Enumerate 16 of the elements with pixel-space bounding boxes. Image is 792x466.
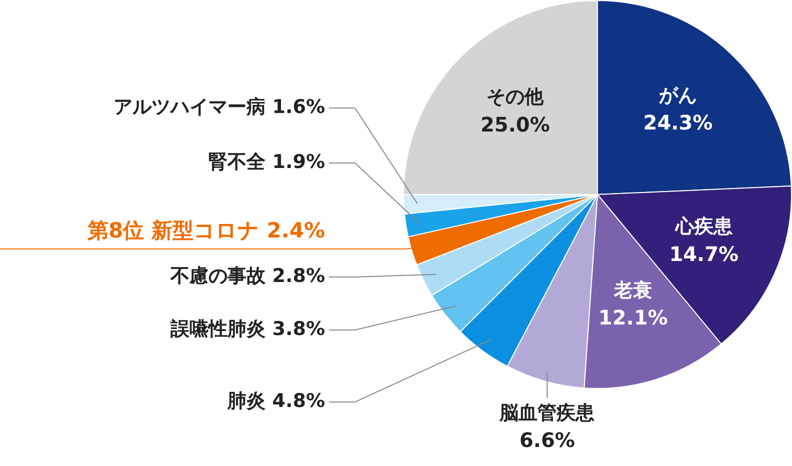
slice-label: 肺炎 4.8% [226,390,325,412]
data-label: 24.3% [643,110,713,135]
slice-label: 第8位 新型コロナ 2.4% [86,218,325,242]
slice-label: 心疾患 [674,216,734,238]
data-label: 6.6% [519,428,575,452]
slice-label: その他 [486,86,545,108]
slice-label: アルツハイマー病 1.6% [114,96,325,118]
slice-label: 老衰 [613,279,652,302]
data-label: 12.1% [598,306,668,330]
slice-label: 脳血管疾患 [498,402,596,424]
data-label: 25.0% [480,112,550,136]
slice-label: 腎不全 1.9% [208,150,325,173]
slice-label: 不慮の事故 2.8% [170,264,325,287]
data-label: 14.7% [669,242,739,266]
slice-label: がん [658,84,697,106]
slice-label: 誤嚥性肺炎 3.8% [170,318,325,340]
